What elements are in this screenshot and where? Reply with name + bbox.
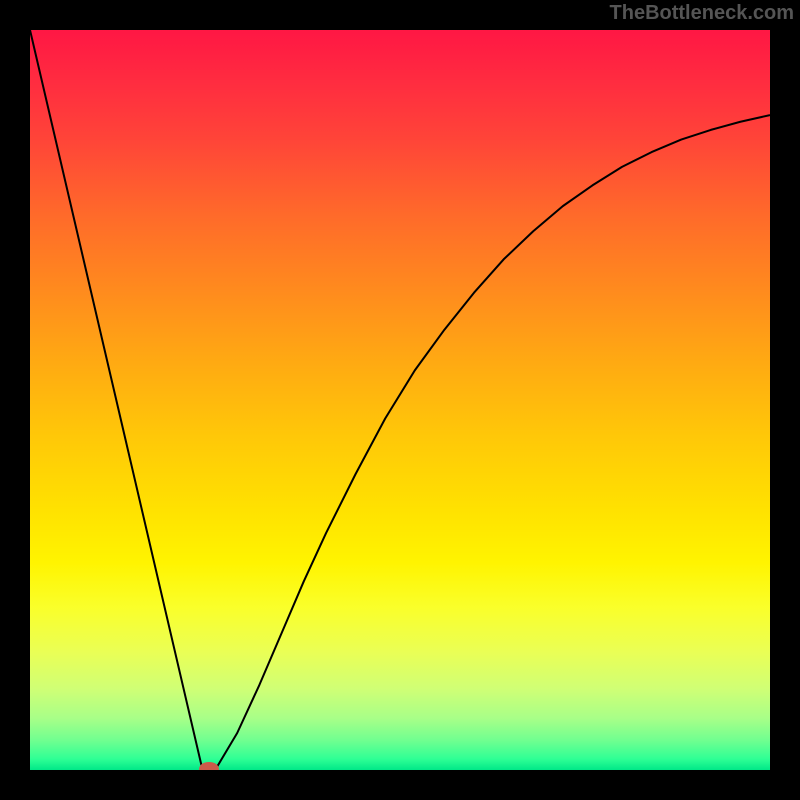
curve-line — [30, 30, 770, 770]
minimum-marker — [199, 762, 219, 770]
chart-container: TheBottleneck.com — [0, 0, 800, 800]
watermark-text: TheBottleneck.com — [610, 2, 794, 25]
plot-area — [30, 30, 770, 770]
